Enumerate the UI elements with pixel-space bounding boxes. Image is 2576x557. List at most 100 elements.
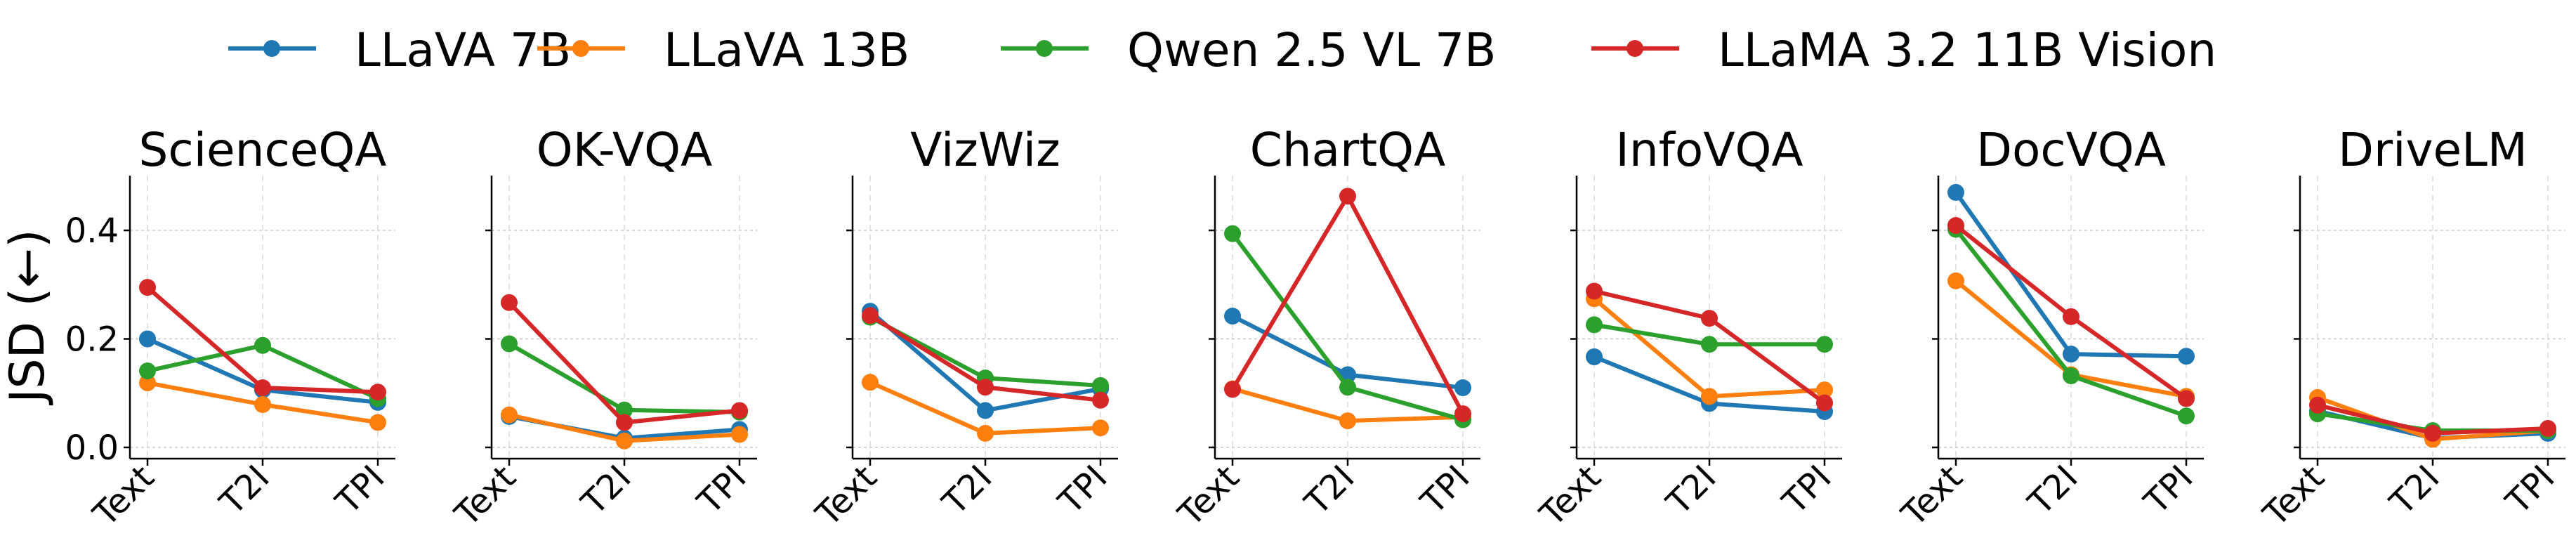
legend-marker	[1627, 40, 1643, 57]
data-point	[1454, 405, 1471, 423]
data-point	[2178, 348, 2195, 365]
panel-docvqa: Text T2I TPI DocVQA	[1894, 123, 2204, 535]
data-point	[369, 384, 386, 401]
data-point	[1701, 310, 1718, 327]
data-point	[2063, 346, 2079, 363]
data-point	[139, 279, 156, 296]
x-tick-label: T2I	[1297, 458, 1362, 523]
y-axis-label: JSD (←)	[0, 229, 55, 405]
x-tick-label: TPI	[2498, 458, 2563, 523]
data-point	[1454, 379, 1471, 397]
data-point	[2178, 390, 2195, 407]
data-point	[1701, 388, 1718, 405]
legend-label: LLaVA 13B	[664, 23, 909, 77]
x-tick-label: TPI	[2136, 458, 2201, 523]
data-point	[1947, 183, 1964, 201]
data-point	[977, 402, 994, 419]
legend-label: LLaMA 3.2 11B Vision	[1718, 23, 2216, 77]
x-tick-label: Text	[1532, 458, 1609, 535]
data-point	[1339, 412, 1356, 430]
data-point	[1224, 225, 1241, 242]
series-llava-13b	[139, 374, 386, 431]
data-point	[254, 395, 271, 413]
panels: 0.0 0.2 0.4 Text T2I TPI ScienceQA Text T2I TPI OK…	[65, 123, 2565, 535]
x-tick-label: TPI	[1775, 458, 1839, 523]
data-point	[1092, 419, 1109, 437]
x-tick-label: TPI	[1051, 458, 1115, 523]
data-point	[1586, 316, 1603, 334]
legend-entry: LLaVA 7B	[228, 23, 571, 77]
data-point	[616, 414, 633, 431]
legend-marker	[1036, 40, 1053, 57]
legend: LLaVA 7B LLaVA 13B Qwen 2.5 VL 7B LLaMA 3.2…	[228, 23, 2216, 77]
data-point	[1339, 188, 1356, 205]
x-tick-label: T2I	[1659, 458, 1724, 523]
data-point	[731, 402, 748, 419]
series-llama-3-2-11b-vision	[139, 279, 386, 401]
legend-entry: Qwen 2.5 VL 7B	[1001, 23, 1496, 77]
panel-title: OK-VQA	[537, 123, 713, 177]
panel-ok-vqa: Text T2I TPI OK-VQA	[447, 123, 757, 535]
x-tick-label: T2I	[574, 458, 639, 523]
x-tick-label: T2I	[935, 458, 1000, 523]
series-qwen-2-5-vl-7b	[1586, 316, 1833, 353]
data-point	[616, 401, 633, 419]
data-point	[1586, 282, 1603, 300]
data-point	[2063, 308, 2079, 325]
legend-label: Qwen 2.5 VL 7B	[1127, 23, 1496, 77]
x-tick-label: T2I	[212, 458, 277, 523]
panel-title: DocVQA	[1976, 123, 2166, 177]
panel-title: DriveLM	[2338, 123, 2528, 177]
legend-label: LLaVA 7B	[355, 23, 571, 77]
legend-marker	[263, 40, 280, 57]
data-point	[2178, 407, 2195, 425]
data-point	[254, 379, 271, 397]
data-point	[2424, 424, 2441, 442]
series-llama-3-2-11b-vision	[1947, 217, 2195, 407]
series-llava-7b	[862, 303, 1109, 419]
data-point	[139, 362, 156, 380]
y-tick-label: 0.2	[65, 320, 119, 360]
x-tick-label: Text	[447, 458, 524, 535]
x-tick-label: TPI	[1413, 458, 1478, 523]
x-tick-label: T2I	[2382, 458, 2447, 523]
data-point	[1816, 381, 1833, 399]
panel-title: ChartQA	[1250, 123, 1445, 177]
series-llava-13b	[501, 406, 748, 450]
data-point	[1701, 336, 1718, 353]
data-point	[139, 330, 156, 348]
data-point	[369, 414, 386, 431]
data-point	[1224, 308, 1241, 325]
panel-title: InfoVQA	[1615, 123, 1803, 177]
series-llava-7b	[1947, 183, 2195, 365]
x-tick-label: Text	[1171, 458, 1247, 535]
data-point	[2539, 419, 2556, 437]
data-point	[501, 406, 518, 424]
x-tick-label: Text	[1894, 458, 1971, 535]
series-llama-3-2-11b-vision	[1224, 188, 1471, 423]
data-point	[1224, 381, 1241, 398]
y-tick-label: 0.0	[65, 428, 119, 468]
panel-chartqa: Text T2I TPI ChartQA	[1171, 123, 1480, 535]
series-llama-3-2-11b-vision	[2309, 396, 2556, 442]
data-point	[1816, 394, 1833, 412]
data-point	[1947, 217, 1964, 235]
series-llava-13b	[862, 374, 1109, 442]
data-point	[1816, 336, 1833, 353]
data-point	[731, 426, 748, 443]
data-point	[862, 307, 879, 325]
data-point	[616, 432, 633, 450]
series-llama-3-2-11b-vision	[501, 294, 748, 431]
x-tick-label: TPI	[328, 458, 393, 523]
x-tick-label: T2I	[2020, 458, 2086, 523]
data-point	[2063, 367, 2079, 385]
data-point	[2309, 396, 2326, 414]
panel-vizwiz: Text T2I TPI VizWiz	[808, 123, 1118, 535]
data-point	[977, 379, 994, 396]
data-point	[501, 294, 518, 311]
panel-title: ScienceQA	[139, 123, 387, 177]
x-tick-label: Text	[2256, 458, 2332, 535]
x-tick-label: Text	[86, 458, 162, 535]
data-point	[1092, 376, 1109, 394]
